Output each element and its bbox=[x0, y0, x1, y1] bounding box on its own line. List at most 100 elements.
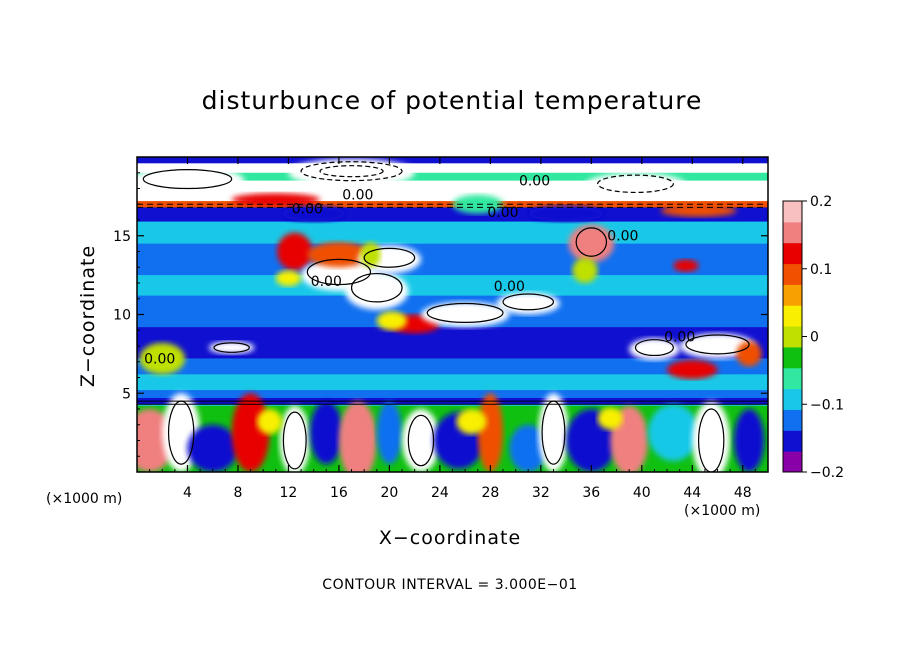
field-blob bbox=[673, 259, 699, 272]
field-blob bbox=[568, 224, 615, 263]
x-tick-label: 4 bbox=[183, 485, 192, 501]
field-blob bbox=[275, 270, 302, 287]
colorbar: 0.2 0.1 0 −0.1 −0.2 bbox=[782, 194, 844, 481]
field-blob bbox=[477, 393, 503, 472]
field-blob bbox=[345, 271, 409, 310]
field-blob bbox=[282, 205, 346, 222]
x-tick-label: 40 bbox=[633, 485, 651, 501]
contour-line bbox=[350, 272, 403, 303]
field-blob bbox=[376, 401, 403, 465]
field-blob bbox=[597, 407, 623, 430]
field-blob bbox=[376, 311, 408, 331]
x-tick-label: 20 bbox=[380, 485, 398, 501]
field-blob bbox=[538, 393, 569, 472]
field-band bbox=[137, 157, 768, 164]
contour-line bbox=[407, 414, 435, 467]
contour-label: 0.00 bbox=[342, 188, 373, 204]
chart-title: disturbunce of potential temperature bbox=[201, 86, 703, 115]
contour-line bbox=[426, 302, 504, 323]
field-blob bbox=[231, 193, 320, 206]
field-blob bbox=[309, 401, 343, 465]
field-blob bbox=[660, 204, 737, 217]
contour-interval-note: CONTOUR INTERVAL = 3.000E−01 bbox=[322, 577, 578, 593]
colorbar-swatch bbox=[783, 242, 802, 265]
contour-label: 0.00 bbox=[664, 329, 695, 345]
contour-label: 0.00 bbox=[144, 351, 175, 367]
field-blob bbox=[629, 338, 680, 361]
field-blob bbox=[288, 158, 415, 187]
contour-line bbox=[213, 342, 250, 353]
contour-line bbox=[685, 334, 750, 355]
temperature-field bbox=[137, 157, 768, 472]
colorbar-swatch bbox=[783, 430, 802, 452]
colorbar-swatch bbox=[783, 326, 802, 348]
contour-label: 0.00 bbox=[487, 205, 518, 221]
field-blob bbox=[187, 424, 238, 472]
contour-line bbox=[306, 258, 372, 286]
colorbar-swatch bbox=[783, 305, 802, 327]
contour-line bbox=[634, 339, 674, 357]
field-blob bbox=[231, 393, 270, 472]
colorbar-swatch bbox=[783, 409, 802, 431]
field-blob bbox=[736, 341, 762, 367]
field-blob bbox=[496, 292, 560, 315]
x-axis: 4 8 12 16 20 24 28 32 36 40 44 48 bbox=[149, 157, 756, 501]
y-axis: 5 10 15 bbox=[113, 172, 768, 457]
field-band bbox=[137, 390, 768, 400]
field-band bbox=[137, 223, 768, 236]
x-axis-unit-label: (×1000 m) bbox=[684, 503, 761, 519]
contour-line bbox=[282, 411, 307, 470]
y-tick-label: 10 bbox=[113, 308, 131, 324]
x-tick-label: 24 bbox=[431, 485, 449, 501]
contour-label: 0.00 bbox=[494, 279, 525, 295]
field-blob bbox=[528, 205, 604, 222]
field-band bbox=[137, 172, 768, 181]
colorbar-swatch bbox=[783, 346, 802, 369]
colorbar-tick-label: −0.2 bbox=[810, 465, 844, 481]
contour-label: 0.00 bbox=[519, 173, 550, 189]
x-tick-label: 48 bbox=[734, 485, 752, 501]
field-blob bbox=[279, 405, 310, 472]
contour-label: 0.00 bbox=[292, 202, 323, 218]
field-blob bbox=[256, 409, 283, 435]
colorbar-swatch bbox=[783, 284, 802, 306]
y-tick-label: 5 bbox=[122, 386, 131, 402]
colorbar-swatch bbox=[783, 388, 802, 410]
contour-line bbox=[142, 169, 233, 190]
x-tick-label: 12 bbox=[280, 485, 298, 501]
x-tick-label: 44 bbox=[683, 485, 701, 501]
field-blob bbox=[277, 232, 313, 271]
contour-line bbox=[597, 174, 674, 194]
field-blob bbox=[137, 166, 245, 195]
contour-line bbox=[363, 247, 416, 268]
x-axis-label: X−coordinate bbox=[378, 527, 522, 549]
x-tick-label: 36 bbox=[582, 485, 600, 501]
contour-line bbox=[502, 293, 555, 311]
field-blob bbox=[648, 404, 699, 461]
colorbar-swatch bbox=[783, 451, 802, 473]
field-blob bbox=[509, 424, 548, 472]
x-tick-label: 16 bbox=[330, 485, 348, 501]
field-blob bbox=[420, 301, 510, 328]
colorbar-tick-label: −0.1 bbox=[810, 397, 844, 413]
colorbar-swatch bbox=[783, 263, 802, 285]
x-tick-label: 28 bbox=[481, 485, 499, 501]
contour-line bbox=[300, 161, 403, 182]
x-tick-label: 8 bbox=[233, 485, 242, 501]
field-blob bbox=[667, 360, 718, 380]
colorbar-tick-label: 0.1 bbox=[810, 262, 832, 278]
field-blob bbox=[733, 409, 765, 472]
colorbar-tick-label: 0.2 bbox=[810, 194, 832, 210]
colorbar-swatch bbox=[783, 367, 802, 390]
y-tick-label: 15 bbox=[113, 229, 131, 245]
contour-label: 0.00 bbox=[311, 274, 342, 290]
field-blob bbox=[585, 172, 686, 198]
contour-label: 0.00 bbox=[607, 228, 638, 244]
contour-line bbox=[319, 165, 384, 178]
x-origin-unit-label: (×1000 m) bbox=[46, 491, 123, 507]
field-blob bbox=[692, 401, 731, 472]
colorbar-swatch bbox=[783, 201, 802, 223]
field-band bbox=[137, 358, 768, 375]
field-blob bbox=[139, 342, 185, 375]
